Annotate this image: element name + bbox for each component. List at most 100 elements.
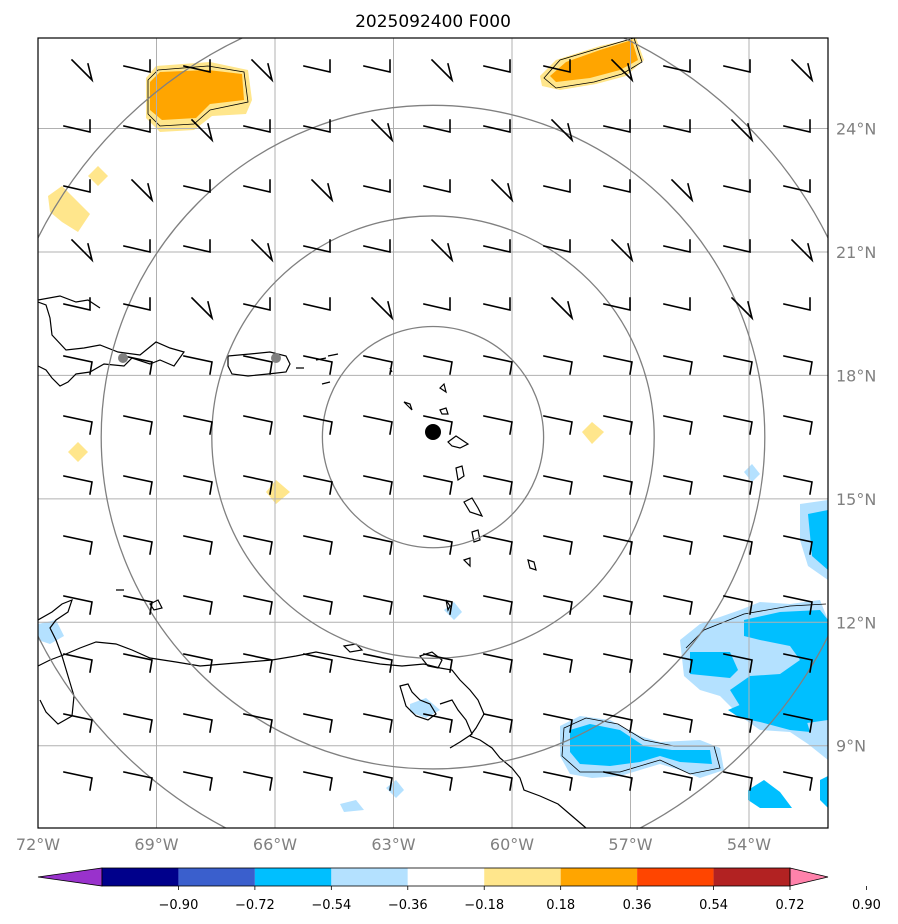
wind-barb [63,535,93,555]
latitude-labels: 9°N 12°N 15°N 18°N 21°N 24°N [836,120,876,756]
latitude-label: 18°N [836,366,876,385]
longitude-label: 63°W [371,835,415,854]
wind-barb [550,296,574,321]
wind-barb [483,713,513,733]
latitude-label: 9°N [836,737,866,756]
wind-barb [303,119,331,134]
wind-barb [543,713,573,733]
hispaniola-north-coast [38,295,101,309]
wind-barb [490,178,514,203]
wind-barb [363,535,393,555]
guajira-peninsula [38,598,75,725]
wind-barbs [63,58,814,791]
wind-barb [183,415,213,435]
wind-barb [243,713,273,733]
wind-barb [723,179,751,194]
longitude-labels: 72°W 69°W 66°W 63°W 60°W 57°W 54°W [16,835,771,854]
wind-barb [423,535,453,555]
wind-barb [363,595,393,615]
positive-anomaly-strong-ne [550,40,638,82]
wind-barb [303,535,333,555]
negative-anomaly-spot [820,776,828,808]
colorbar-bin [560,868,638,886]
wind-barb [70,238,94,263]
negative-anomaly-spot [340,800,364,812]
wind-barb [123,713,153,733]
colorbar-tick-label: −0.54 [311,898,351,913]
wind-barb [783,297,811,312]
wind-barb [663,355,693,375]
wind-barb [243,535,273,555]
wind-barb [483,415,513,435]
wind-barb [723,653,753,673]
wind-barb [303,475,333,495]
wind-barb [483,239,511,254]
orinoco-delta [439,699,473,749]
range-ring [211,215,655,659]
longitude-label: 60°W [490,835,534,854]
colorbar-bin [331,868,408,886]
wind-barb [723,355,753,375]
map-frame [37,37,829,829]
wind-barb [63,415,93,435]
colorbar-tick-label: −0.18 [464,898,504,913]
wind-barb [483,595,513,615]
wind-barb [603,179,631,194]
wind-barb [310,178,334,203]
wind-barb [610,58,634,83]
wind-barb [663,297,691,312]
wind-barb [123,771,153,791]
wind-barb [603,119,631,134]
tobago [399,683,437,721]
positive-anomaly-strong [150,70,244,120]
wind-barb [363,713,393,733]
wind-barb [543,653,573,673]
colorbar-tick-label: 0.90 [852,898,881,913]
latitude-label: 24°N [836,120,876,139]
positive-anomaly-contour-ne [543,38,643,89]
colorbar-bin [407,868,485,886]
wind-barb [123,239,151,254]
wind-barb [243,119,271,134]
colorbar-tick-label: 0.18 [546,898,575,913]
wind-barb [183,179,211,194]
wind-barb [123,297,151,312]
wind-barb [663,595,693,615]
barbados [527,559,537,571]
station-marker-east [271,353,281,363]
wind-barb [183,475,213,495]
map-title: 2025092400 F000 [355,12,511,32]
wind-barb [183,595,213,615]
wind-barb [70,58,94,83]
wind-barb [790,58,814,83]
wind-barb [663,239,691,254]
wind-barb [783,119,811,134]
wind-barb [783,653,813,673]
wind-barb [123,475,153,495]
colorbar-bin [789,867,829,887]
range-ring [100,104,766,770]
wind-barb [63,475,93,495]
wind-barb [543,535,573,555]
colorbar-tick-label: 0.54 [699,898,728,913]
wind-barb [543,239,571,254]
st-lucia [471,529,481,543]
wind-barb [543,771,573,791]
wind-barb [543,59,571,74]
wind-barb [303,355,333,375]
wind-barb [183,771,213,791]
wind-barb [543,179,571,194]
wind-barb [363,179,391,194]
colorbar-tick-label: −0.90 [159,898,199,913]
colorbar-bin [713,868,790,886]
anomaly-shading [38,38,828,812]
coastlines [38,295,587,828]
wind-barb [370,118,394,143]
longitude-label: 69°W [134,835,178,854]
wind-barb [783,595,813,615]
wind-barb [63,713,93,733]
wind-barb [543,355,573,375]
wind-barb [663,653,693,673]
colorbar-outline [101,867,791,887]
